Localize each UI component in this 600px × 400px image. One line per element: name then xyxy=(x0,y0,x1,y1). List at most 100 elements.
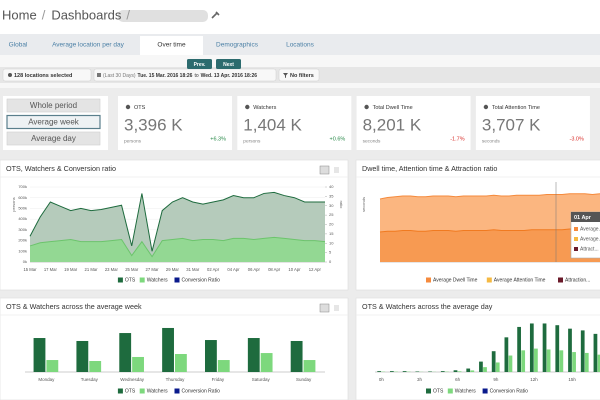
nav-label: Next xyxy=(223,62,234,68)
y-tick-label: 300k xyxy=(18,227,27,232)
legend-swatch xyxy=(117,388,123,394)
period-button[interactable] xyxy=(6,114,101,130)
kpi-card xyxy=(118,96,232,150)
tab[interactable]: Global xyxy=(9,42,28,49)
legend-label: Watchers xyxy=(147,389,168,395)
y-tick-label: 600k xyxy=(18,195,27,200)
kpi-icon xyxy=(125,104,131,110)
x-tick-label: 12 Apr xyxy=(309,267,322,272)
x-tick-label: Wednesday xyxy=(120,377,144,382)
bar xyxy=(33,338,46,372)
kpi-unit: persons xyxy=(243,138,261,144)
tab[interactable]: Demographics xyxy=(216,42,259,49)
panel xyxy=(355,297,600,400)
panel-title: Dwell time, Attention time & Attraction … xyxy=(362,164,497,173)
bar xyxy=(428,371,432,372)
table-icon[interactable] xyxy=(319,303,330,313)
period-label: Average day xyxy=(31,134,76,143)
bar xyxy=(457,371,462,372)
tooltip-label: Attract... xyxy=(580,246,599,252)
filter-period: to xyxy=(194,73,198,79)
blurred-breadcrumb xyxy=(118,10,208,22)
filter-other: No filters xyxy=(290,73,314,79)
filter-chip[interactable] xyxy=(2,68,92,82)
tab[interactable]: Over time xyxy=(157,42,186,49)
y-axis-label: seconds xyxy=(361,197,366,212)
kpi-card xyxy=(475,96,590,150)
legend-swatch xyxy=(139,277,145,283)
tab[interactable]: Locations xyxy=(286,42,315,49)
x-tick-label: 3h xyxy=(417,377,423,382)
kpi-card xyxy=(237,96,352,150)
line xyxy=(29,236,326,258)
table-icon[interactable] xyxy=(319,165,330,175)
bar xyxy=(504,337,509,372)
filter-icon xyxy=(283,73,288,78)
x-tick-label: 21 Mar xyxy=(85,267,99,272)
bar xyxy=(260,353,273,372)
menu-icon[interactable] xyxy=(334,305,339,311)
filter-period: Wed. 13 Apr. 2016 18:26 xyxy=(201,73,258,79)
y2-axis-label: ratio xyxy=(339,201,344,210)
x-tick-label: 0h xyxy=(379,377,385,382)
period-button[interactable] xyxy=(6,131,101,146)
nav-button[interactable] xyxy=(216,59,241,69)
tooltip-header xyxy=(571,212,600,222)
kpi-icon xyxy=(364,104,369,110)
bar xyxy=(580,330,585,372)
kpi-card xyxy=(356,96,471,150)
wrench-icon xyxy=(211,11,220,19)
x-tick-label: 15 Mar xyxy=(23,267,37,272)
bar xyxy=(521,350,526,372)
nav-button[interactable] xyxy=(187,59,212,69)
bar xyxy=(572,352,576,372)
panel-title: OTS & Watchers across the average day xyxy=(362,302,493,311)
legend-swatch xyxy=(447,388,453,394)
tab[interactable]: Average location per day xyxy=(52,42,125,49)
x-tick-label: 04 Apr xyxy=(227,267,240,272)
bar xyxy=(593,333,598,372)
y-tick-label: 400k xyxy=(18,216,27,221)
x-tick-label: 31 Mar xyxy=(186,267,200,272)
breadcrumb: Dashboards xyxy=(51,7,122,22)
x-tick-label: 02 Apr xyxy=(207,267,220,272)
filter-period: Tue. 15 Mar. 2016 18:26 xyxy=(138,73,193,79)
bar xyxy=(466,368,471,372)
bar xyxy=(132,356,144,372)
area xyxy=(380,229,600,262)
kpi-change: -1.7% xyxy=(450,136,464,142)
y2-tick-label: 10 xyxy=(329,240,334,245)
bar xyxy=(162,327,174,372)
x-tick-label: 17 Mar xyxy=(44,267,58,272)
bar xyxy=(470,370,475,372)
bar xyxy=(205,340,217,372)
kpi-icon xyxy=(483,104,489,110)
bar xyxy=(483,367,487,372)
bar xyxy=(440,371,445,372)
x-tick-label: Tuesday xyxy=(81,377,99,382)
x-tick-label: 08 Apr xyxy=(268,267,281,272)
legend-swatch xyxy=(558,277,563,283)
nav-label: Prev. xyxy=(194,62,206,68)
kpi-value: 1,404 K xyxy=(243,115,302,134)
legend-label: Watchers xyxy=(455,389,476,395)
filter-chip[interactable] xyxy=(93,68,277,82)
bar xyxy=(402,371,407,372)
period-button[interactable] xyxy=(6,98,101,113)
filter-chip[interactable] xyxy=(278,68,320,82)
x-tick-label: 6h xyxy=(455,377,461,382)
menu-icon[interactable] xyxy=(334,167,339,173)
x-tick-label: 15h xyxy=(568,377,576,382)
tooltip-label: Average... xyxy=(580,226,600,232)
kpi-label: OTS xyxy=(134,105,146,111)
line xyxy=(379,193,600,200)
bar xyxy=(415,371,420,372)
filter-period: (Last 30 Days) xyxy=(103,73,136,79)
x-tick-label: Thursday xyxy=(166,377,186,382)
bar xyxy=(568,328,572,372)
kpi-value: 3,707 K xyxy=(482,115,541,134)
bar xyxy=(479,361,483,372)
legend-swatch xyxy=(139,388,145,394)
bar xyxy=(290,340,303,372)
